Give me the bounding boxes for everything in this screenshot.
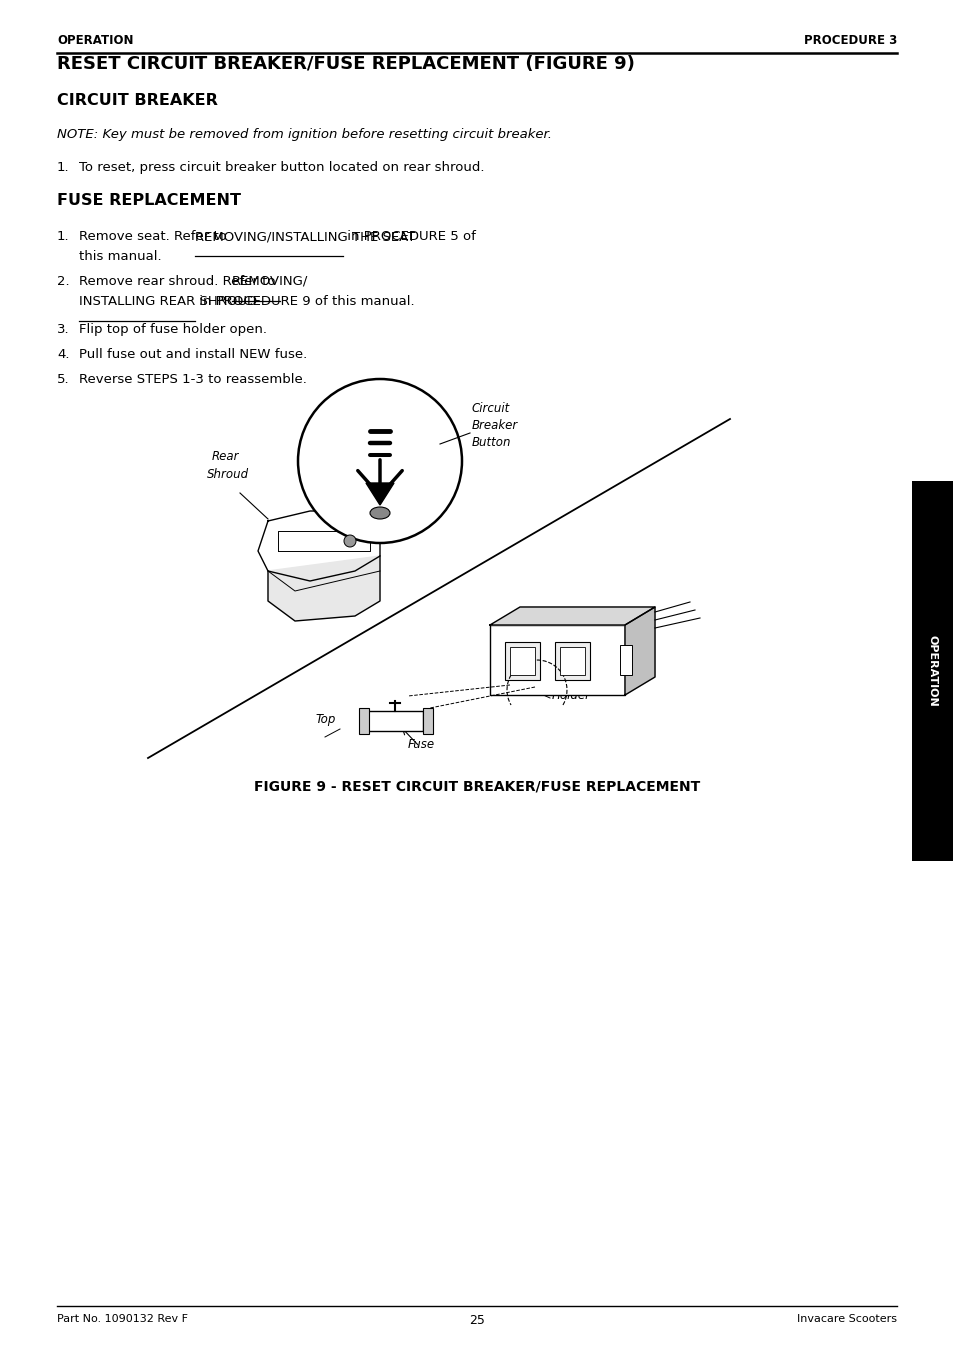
Circle shape xyxy=(297,380,461,543)
Text: Circuit: Circuit xyxy=(472,403,510,415)
Text: this manual.: this manual. xyxy=(79,250,161,263)
Bar xyxy=(559,647,584,676)
Text: 25: 25 xyxy=(469,1315,484,1327)
Text: Fuse: Fuse xyxy=(408,738,435,751)
Bar xyxy=(490,626,624,694)
Text: 5.: 5. xyxy=(57,373,70,386)
Text: Breaker: Breaker xyxy=(472,419,517,432)
Text: NOTE: Key must be removed from ignition before resetting circuit breaker.: NOTE: Key must be removed from ignition … xyxy=(57,128,552,141)
Text: Invacare Scooters: Invacare Scooters xyxy=(796,1315,896,1324)
Bar xyxy=(555,642,589,680)
Bar xyxy=(911,481,953,861)
Text: OPERATION: OPERATION xyxy=(57,34,133,47)
Text: Remove rear shroud. Refer to: Remove rear shroud. Refer to xyxy=(79,276,279,288)
Text: Pull fuse out and install NEW fuse.: Pull fuse out and install NEW fuse. xyxy=(79,349,307,361)
Text: Part No. 1090132 Rev F: Part No. 1090132 Rev F xyxy=(57,1315,188,1324)
Text: CIRCUIT BREAKER: CIRCUIT BREAKER xyxy=(57,93,217,108)
Text: Button: Button xyxy=(472,436,511,449)
Bar xyxy=(510,647,535,676)
Ellipse shape xyxy=(370,507,390,519)
Bar xyxy=(358,708,369,734)
Polygon shape xyxy=(268,557,379,621)
Text: INSTALLING REAR SHROUD: INSTALLING REAR SHROUD xyxy=(79,295,257,308)
Text: FUSE REPLACEMENT: FUSE REPLACEMENT xyxy=(57,193,241,208)
Bar xyxy=(504,642,539,680)
Text: FIGURE 9 - RESET CIRCUIT BREAKER/FUSE REPLACEMENT: FIGURE 9 - RESET CIRCUIT BREAKER/FUSE RE… xyxy=(253,780,700,794)
Bar xyxy=(422,708,433,734)
Text: Reverse STEPS 1-3 to reassemble.: Reverse STEPS 1-3 to reassemble. xyxy=(79,373,307,386)
Text: 1.: 1. xyxy=(57,161,70,174)
Text: Rear: Rear xyxy=(212,450,239,463)
Polygon shape xyxy=(257,511,379,581)
Text: Remove seat. Refer to: Remove seat. Refer to xyxy=(79,230,231,243)
Text: Top: Top xyxy=(315,713,336,725)
Text: 3.: 3. xyxy=(57,323,70,336)
Text: 1.: 1. xyxy=(57,230,70,243)
Polygon shape xyxy=(366,484,394,505)
Text: Fuse: Fuse xyxy=(552,673,578,686)
Text: in PROCEDURE 5 of: in PROCEDURE 5 of xyxy=(343,230,476,243)
Text: PROCEDURE 3: PROCEDURE 3 xyxy=(803,34,896,47)
Text: To reset, press circuit breaker button located on rear shroud.: To reset, press circuit breaker button l… xyxy=(79,161,484,174)
Text: RESET CIRCUIT BREAKER/FUSE REPLACEMENT (FIGURE 9): RESET CIRCUIT BREAKER/FUSE REPLACEMENT (… xyxy=(57,55,634,73)
FancyArrowPatch shape xyxy=(357,459,402,496)
Text: Shroud: Shroud xyxy=(207,467,249,481)
Text: in PROCEDURE 9 of this manual.: in PROCEDURE 9 of this manual. xyxy=(195,295,415,308)
Text: REMOVING/INSTALLING THE SEAT: REMOVING/INSTALLING THE SEAT xyxy=(195,230,416,243)
Circle shape xyxy=(344,535,355,547)
Text: 4.: 4. xyxy=(57,349,70,361)
Bar xyxy=(367,711,422,731)
Polygon shape xyxy=(624,607,655,694)
Text: OPERATION: OPERATION xyxy=(927,635,937,707)
Text: REMOVING/: REMOVING/ xyxy=(232,276,308,288)
Bar xyxy=(619,644,631,676)
Polygon shape xyxy=(490,607,655,626)
Text: 2.: 2. xyxy=(57,276,70,288)
Text: Holder: Holder xyxy=(552,689,590,703)
Text: Flip top of fuse holder open.: Flip top of fuse holder open. xyxy=(79,323,267,336)
